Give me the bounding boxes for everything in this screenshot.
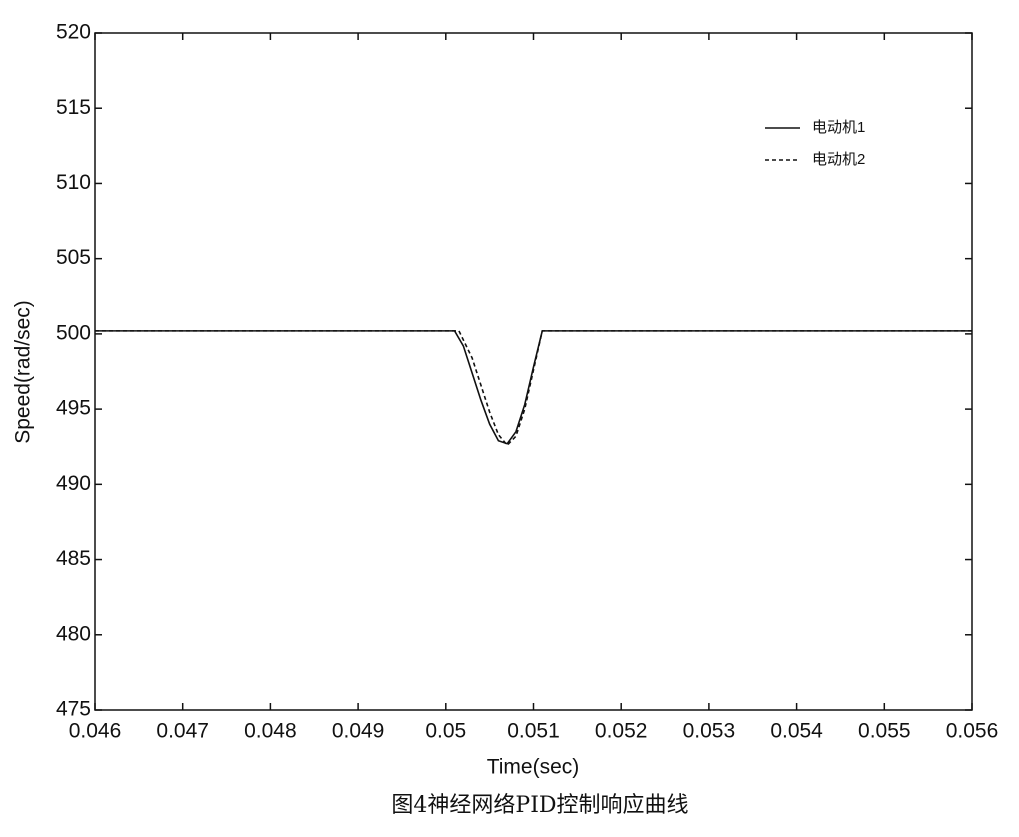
y-tick-label: 480 (56, 622, 91, 645)
x-tick-label: 0.051 (507, 720, 560, 743)
legend-text: 电动机2 (812, 151, 865, 168)
x-tick-label: 0.055 (858, 720, 911, 743)
x-tick-label: 0.053 (683, 720, 736, 743)
y-tick-label: 490 (56, 472, 91, 495)
x-tick-label: 0.054 (770, 720, 823, 743)
x-axis-label: Time(sec) (487, 756, 580, 779)
y-tick-label: 495 (56, 397, 91, 420)
line-series (95, 330, 972, 445)
x-tick-label: 0.047 (156, 720, 209, 743)
x-tick-label: 0.052 (595, 720, 648, 743)
x-tick-label: 0.048 (244, 720, 297, 743)
y-tick-label: 510 (56, 171, 91, 194)
x-tick-label: 0.056 (946, 720, 999, 743)
legend-text: 电动机1 (812, 119, 865, 136)
y-tick-label: 505 (56, 246, 91, 269)
x-tick-label: 0.046 (69, 720, 122, 743)
line-series (95, 330, 972, 447)
y-tick-label: 520 (56, 21, 91, 44)
y-tick-label: 485 (56, 547, 91, 570)
caption: 图4神经网络PID控制响应曲线 (391, 793, 688, 818)
x-tick-label: 0.049 (332, 720, 385, 743)
x-tick-label: 0.05 (425, 720, 466, 743)
y-tick-label: 515 (56, 96, 91, 119)
y-tick-label: 475 (56, 698, 91, 721)
y-tick-label: 500 (56, 321, 91, 344)
y-axis-label: Speed(rad/sec) (12, 300, 35, 444)
